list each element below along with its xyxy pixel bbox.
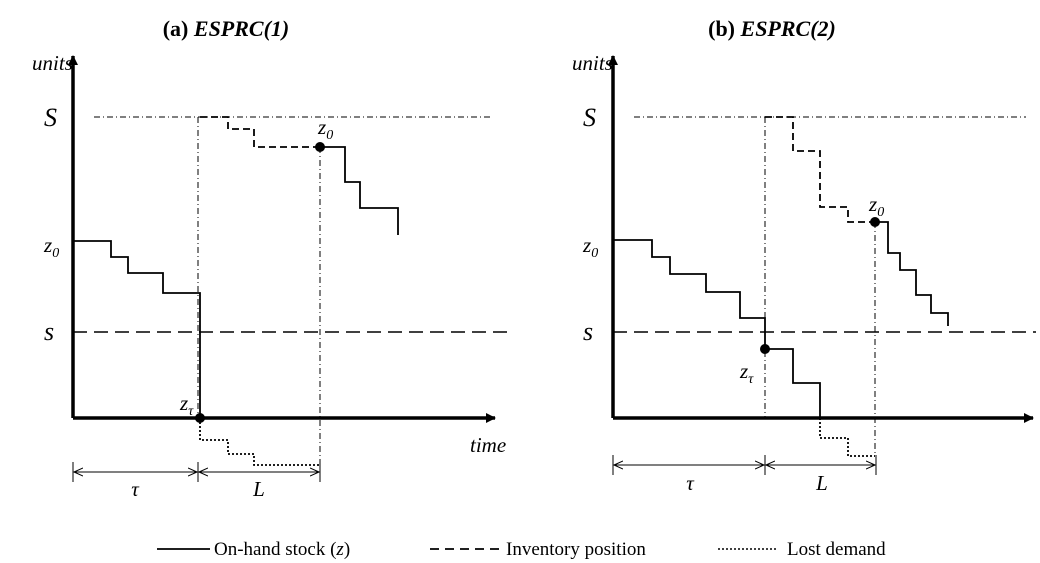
point-ztau-label: zτ xyxy=(739,359,754,387)
legend-lost-label: Lost demand xyxy=(787,539,886,560)
point-z0-label: z0 xyxy=(868,192,884,220)
panel-b: (b) ESPRC(2) units S z0 s zτ z0 xyxy=(572,16,1036,495)
point-ztau xyxy=(760,344,770,354)
inventory-position-line xyxy=(200,116,320,148)
interval-L-label: L xyxy=(815,471,828,495)
point-z0 xyxy=(315,142,325,152)
lost-demand-line xyxy=(199,418,320,466)
y-axis-label: units xyxy=(32,51,73,75)
legend: On-hand stock (z) Inventory position Los… xyxy=(157,539,886,560)
panel-b-title: (b) ESPRC(2) xyxy=(708,16,836,41)
level-s-label: s xyxy=(44,317,54,346)
level-S-label: S xyxy=(44,103,57,132)
legend-onhand-label: On-hand stock (z) xyxy=(214,539,350,560)
level-z0-label: z0 xyxy=(582,233,598,261)
x-axis-label: time xyxy=(470,433,506,457)
onhand-stock-before-tau xyxy=(73,240,201,418)
onhand-stock-after-arrival xyxy=(320,146,399,235)
level-z0-label: z0 xyxy=(43,233,59,261)
panel-a-title: (a) ESPRC(1) xyxy=(163,16,290,41)
point-ztau-label: zτ xyxy=(179,391,194,419)
level-s-label: s xyxy=(583,317,593,346)
y-axis-label: units xyxy=(572,51,613,75)
interval-L-label: L xyxy=(252,477,265,501)
level-S-label: S xyxy=(583,103,596,132)
lost-demand-line xyxy=(819,418,875,457)
legend-inventory-label: Inventory position xyxy=(506,539,646,560)
onhand-stock-after-arrival xyxy=(875,221,949,326)
onhand-stock-line xyxy=(613,239,821,418)
interval-tau-label: τ xyxy=(131,477,140,501)
inventory-position-line xyxy=(765,116,875,223)
point-z0-label: z0 xyxy=(317,115,333,143)
panel-a: (a) ESPRC(1) units time S z0 s zτ z0 xyxy=(32,16,508,501)
interval-tau-label: τ xyxy=(686,471,695,495)
point-z0 xyxy=(870,217,880,227)
point-ztau xyxy=(195,413,205,423)
